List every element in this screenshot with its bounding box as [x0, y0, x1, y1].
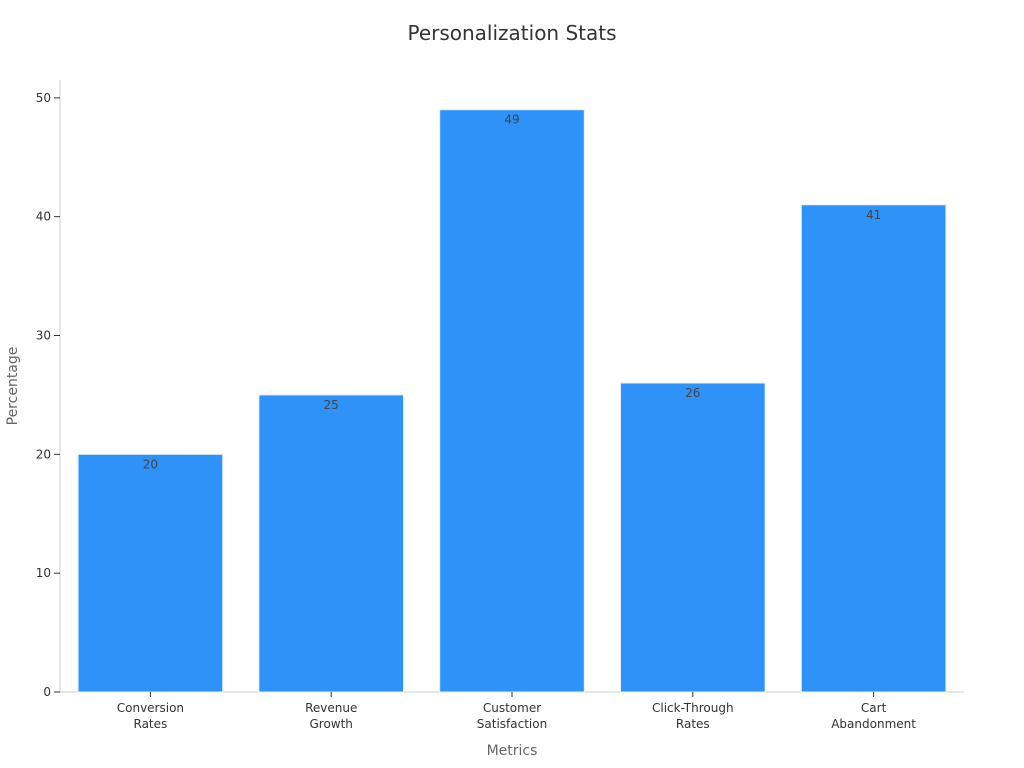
bars: 20 25 49 26 41: [77, 109, 947, 693]
y-tick-label: 10: [36, 566, 51, 580]
y-tick-label: 40: [36, 210, 51, 224]
x-tick-label: Revenue: [305, 701, 357, 715]
bar: [258, 394, 405, 693]
x-tick-label: Satisfaction: [477, 717, 547, 731]
y-axis-title: Percentage: [5, 347, 21, 426]
x-tick-label: Rates: [676, 717, 710, 731]
x-tick-label: Cart: [861, 701, 887, 715]
bar-value-label: 49: [504, 113, 519, 127]
y-axis-ticks: 0 10 20 30 40 50: [36, 91, 60, 699]
bar-value-label: 41: [866, 208, 881, 222]
bar: [439, 109, 585, 693]
chart-title: Personalization Stats: [407, 21, 616, 45]
bar: [800, 204, 947, 693]
bar-value-label: 26: [685, 386, 700, 400]
x-tick-label: Rates: [134, 717, 168, 731]
bar-value-label: 25: [324, 398, 339, 412]
x-tick-label: Growth: [309, 717, 352, 731]
x-tick-label: Customer: [483, 701, 541, 715]
x-tick-label: Abandonment: [831, 717, 916, 731]
x-axis-tick-labels: Conversion Rates Revenue Growth Customer Sati…: [117, 692, 916, 731]
y-tick-label: 30: [36, 328, 51, 342]
bar: [619, 382, 766, 693]
bar: [77, 453, 224, 693]
x-tick-label: Conversion: [117, 701, 184, 715]
x-tick-label: Click-Through: [652, 701, 734, 715]
y-tick-label: 50: [36, 91, 51, 105]
y-tick-label: 0: [43, 685, 51, 699]
y-tick-label: 20: [36, 447, 51, 461]
x-axis-title: Metrics: [487, 743, 538, 759]
bar-value-label: 20: [143, 457, 158, 471]
